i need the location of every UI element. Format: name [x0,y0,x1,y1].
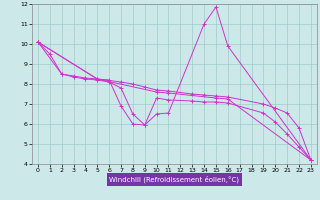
X-axis label: Windchill (Refroidissement éolien,°C): Windchill (Refroidissement éolien,°C) [109,176,239,183]
